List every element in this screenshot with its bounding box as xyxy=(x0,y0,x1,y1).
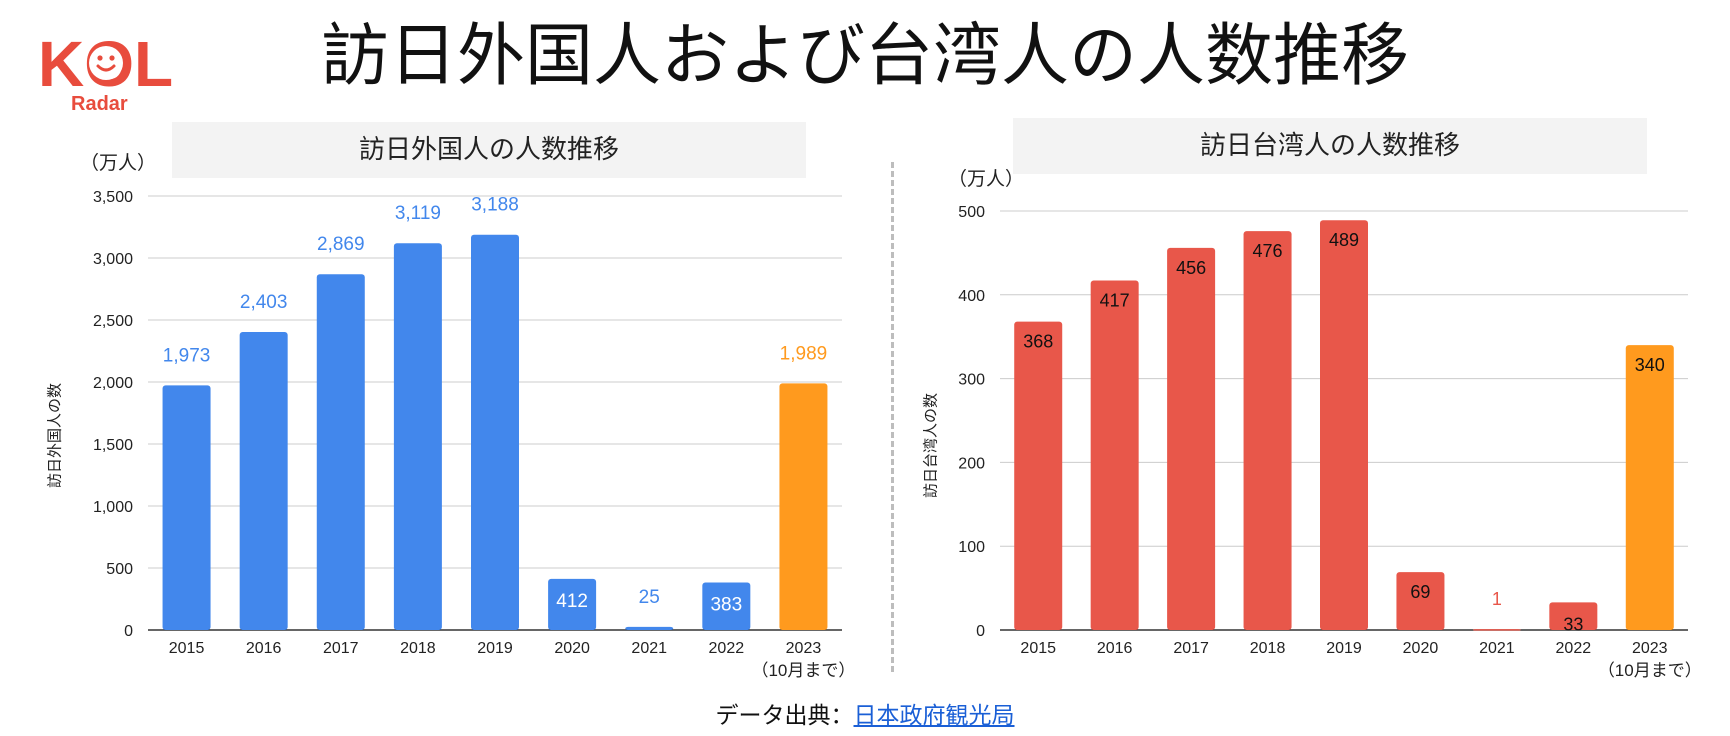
y-tick-label: 2,500 xyxy=(93,313,133,330)
x-tick-label: 2020 xyxy=(1403,640,1439,657)
chart-1-title: 訪日外国人の人数推移 xyxy=(172,122,806,178)
data-label: 417 xyxy=(1100,291,1130,311)
bar xyxy=(1625,345,1674,630)
x-tick-label: 2016 xyxy=(1097,640,1133,657)
x-tick-label: 2023 xyxy=(1632,640,1668,657)
y-tick-label: 200 xyxy=(958,455,985,472)
bar xyxy=(1549,602,1598,630)
x-tick-label: 2017 xyxy=(1173,640,1209,657)
x-tick-label: 2018 xyxy=(1250,640,1286,657)
bar xyxy=(1090,280,1139,630)
data-label: 1,989 xyxy=(780,343,828,364)
data-label: 476 xyxy=(1253,241,1283,261)
bar xyxy=(625,626,674,630)
x-tick-label: 2022 xyxy=(709,640,745,657)
x-tick-sublabel: （10月まで） xyxy=(751,661,855,680)
bar xyxy=(1014,321,1063,630)
data-label: 3,188 xyxy=(471,195,519,216)
bar xyxy=(1320,220,1368,630)
bar xyxy=(393,243,442,630)
bar xyxy=(548,578,597,630)
y-tick-label: 1,000 xyxy=(93,499,133,516)
bar xyxy=(239,332,288,630)
source-link[interactable]: 日本政府観光局 xyxy=(853,703,1015,729)
data-label: 69 xyxy=(1410,582,1430,602)
x-tick-label: 2016 xyxy=(246,640,282,657)
chart-divider xyxy=(891,162,894,672)
y-tick-label: 2,000 xyxy=(93,375,133,392)
bar xyxy=(316,274,365,630)
chart-2-plot: 0 100 200 300 400 500 368 2015 417 2016 456 2017 476… xyxy=(958,204,1702,680)
data-label: 33 xyxy=(1563,614,1583,634)
data-source: データ出典：日本政府観光局 xyxy=(0,696,1730,730)
data-label: 383 xyxy=(710,595,742,616)
data-label: 412 xyxy=(556,591,588,612)
data-label: 489 xyxy=(1329,230,1359,250)
chart-1-plot: 0 500 1,000 1,500 2,000 2,500 3,000 3,500 1,973 2… xyxy=(93,189,855,680)
x-tick-label: 2015 xyxy=(169,640,205,657)
bar xyxy=(702,582,751,630)
y-tick-label: 1,500 xyxy=(93,437,133,454)
bar xyxy=(779,383,828,630)
chart-2-unit: （万人） xyxy=(948,168,1025,190)
x-tick-label: 2015 xyxy=(1020,640,1056,657)
bar xyxy=(1243,231,1292,630)
x-tick-label: 2018 xyxy=(400,640,436,657)
x-tick-label: 2021 xyxy=(1479,640,1515,657)
smiley-face-icon xyxy=(89,46,123,80)
y-tick-label: 500 xyxy=(106,561,133,578)
data-label: 25 xyxy=(639,587,660,608)
bar xyxy=(162,385,211,630)
y-tick-label: 3,500 xyxy=(93,189,133,206)
page-title: 訪日外国人および台湾人の人数推移 xyxy=(320,17,1409,96)
x-tick-label: 2019 xyxy=(477,640,513,657)
data-label: 456 xyxy=(1176,258,1206,278)
chart-1-unit: （万人） xyxy=(80,152,157,174)
data-label: 2,403 xyxy=(240,292,288,313)
y-tick-label: 0 xyxy=(976,623,985,640)
x-tick-label: 2017 xyxy=(323,640,359,657)
bar xyxy=(1167,247,1216,630)
y-tick-label: 400 xyxy=(958,288,985,305)
y-tick-label: 3,000 xyxy=(93,251,133,268)
x-tick-label: 2021 xyxy=(631,640,667,657)
y-tick-label: 100 xyxy=(958,539,985,556)
x-tick-sublabel: （10月まで） xyxy=(1598,661,1702,680)
data-label: 368 xyxy=(1023,332,1053,352)
y-tick-label: 500 xyxy=(958,204,985,221)
data-label: 1 xyxy=(1492,589,1502,609)
data-label: 2,869 xyxy=(317,234,365,255)
y-tick-label: 300 xyxy=(958,372,985,389)
x-tick-label: 2019 xyxy=(1326,640,1362,657)
x-tick-label: 2023 xyxy=(786,640,822,657)
kol-radar-logo: KOL Radar xyxy=(38,28,173,112)
data-label: 340 xyxy=(1635,355,1665,375)
data-label: 1,973 xyxy=(163,345,211,366)
logo-subtext: Radar xyxy=(71,93,128,112)
x-tick-label: 2022 xyxy=(1556,640,1592,657)
chart-2-title: 訪日台湾人の人数推移 xyxy=(1013,118,1647,174)
bar xyxy=(471,234,519,631)
x-tick-label: 2020 xyxy=(554,640,590,657)
bar xyxy=(1396,572,1445,630)
bar xyxy=(1472,629,1521,631)
y-tick-label: 0 xyxy=(124,623,133,640)
data-label: 3,119 xyxy=(395,203,441,224)
source-prefix: データ出典： xyxy=(715,703,854,729)
